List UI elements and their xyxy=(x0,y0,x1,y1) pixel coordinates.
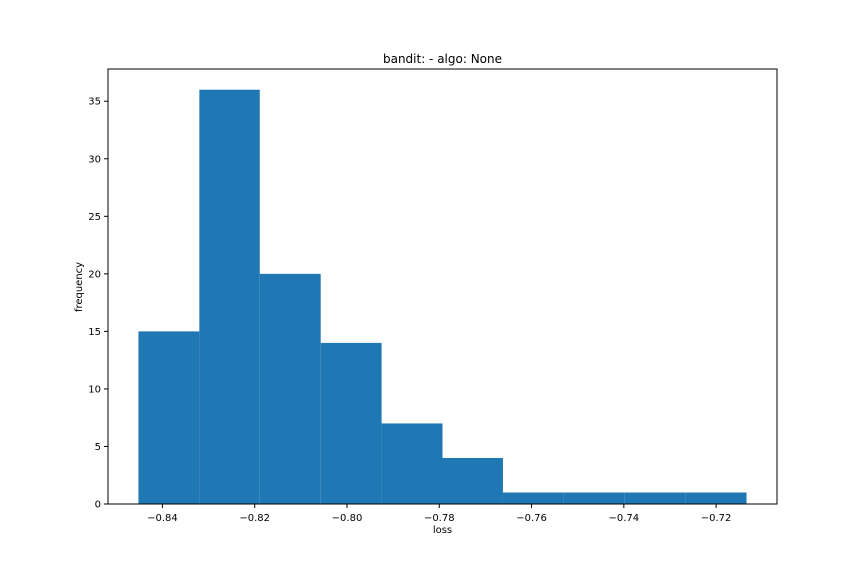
y-tick-label: 25 xyxy=(88,212,101,223)
histogram-bar-4 xyxy=(320,342,382,504)
histogram-bar-3 xyxy=(259,273,321,504)
histogram-bar-9 xyxy=(624,492,686,504)
histogram-bar-2 xyxy=(199,89,260,504)
x-tick-label: −0.74 xyxy=(608,513,639,524)
x-tick-label: −0.72 xyxy=(701,513,732,524)
histogram-bar-10 xyxy=(685,492,747,504)
y-tick-label: 30 xyxy=(88,154,101,165)
y-tick-label: 5 xyxy=(95,442,101,453)
histogram-bar-5 xyxy=(381,423,443,504)
chart-title: bandit: - algo: None xyxy=(383,52,502,66)
x-tick-label: −0.76 xyxy=(516,513,547,524)
histogram-bar-6 xyxy=(442,457,503,504)
histogram-bar-8 xyxy=(563,492,625,504)
y-tick-label: 35 xyxy=(88,97,101,108)
x-axis-label: loss xyxy=(433,525,452,536)
x-tick-label: −0.80 xyxy=(332,513,363,524)
histogram-bar-1 xyxy=(138,331,200,504)
histogram-bar-7 xyxy=(502,492,564,504)
plot-frame xyxy=(107,68,778,505)
x-tick-label: −0.84 xyxy=(147,513,178,524)
x-tick-label: −0.82 xyxy=(239,513,270,524)
y-tick-label: 20 xyxy=(88,269,101,280)
y-axis: 0 5 10 15 20 25 30 35 xyxy=(88,97,108,511)
y-tick-label: 15 xyxy=(88,327,101,338)
y-tick-label: 0 xyxy=(95,500,101,511)
x-tick-label: −0.78 xyxy=(424,513,455,524)
x-axis: −0.84 −0.82 −0.80 −0.78 −0.76 −0.74 −0.72 xyxy=(147,504,731,524)
y-axis-label: frequency xyxy=(74,262,85,312)
bars-group xyxy=(138,89,747,504)
y-tick-label: 10 xyxy=(88,384,101,395)
